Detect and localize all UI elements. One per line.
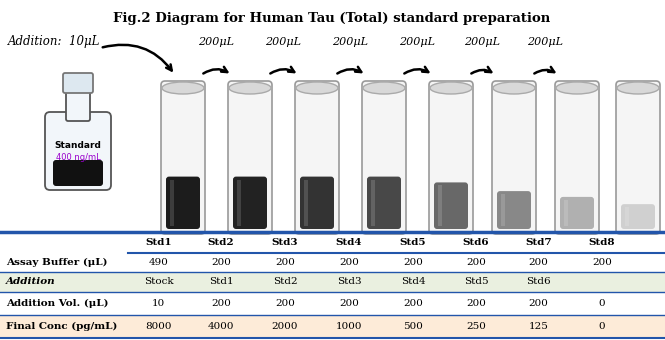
FancyBboxPatch shape — [295, 81, 339, 234]
Text: Std2: Std2 — [207, 238, 234, 247]
Text: 0: 0 — [598, 299, 605, 308]
Text: Addition Vol. (μL): Addition Vol. (μL) — [6, 299, 108, 308]
Ellipse shape — [430, 82, 472, 94]
Text: 200μL: 200μL — [464, 37, 500, 47]
FancyBboxPatch shape — [45, 112, 111, 190]
Text: 200: 200 — [529, 258, 549, 267]
FancyBboxPatch shape — [66, 87, 90, 121]
Text: 500: 500 — [403, 322, 423, 331]
Text: 250: 250 — [466, 322, 486, 331]
Text: Final Conc (pg/mL): Final Conc (pg/mL) — [6, 322, 118, 331]
Text: Addition:  10μL: Addition: 10μL — [8, 35, 100, 49]
FancyBboxPatch shape — [492, 81, 536, 234]
Text: 490: 490 — [148, 258, 168, 267]
Text: 200: 200 — [275, 258, 295, 267]
FancyBboxPatch shape — [616, 81, 660, 234]
Ellipse shape — [296, 82, 338, 94]
Text: 200: 200 — [275, 299, 295, 308]
Text: 10: 10 — [152, 299, 165, 308]
Text: Addition: Addition — [6, 277, 56, 287]
Text: 200: 200 — [529, 299, 549, 308]
Bar — [564, 200, 568, 226]
Bar — [625, 207, 629, 226]
Text: Std4: Std4 — [336, 238, 362, 247]
FancyBboxPatch shape — [434, 182, 468, 229]
Bar — [0, 253, 665, 272]
Text: 200μL: 200μL — [399, 37, 435, 47]
Text: Std1: Std1 — [145, 238, 172, 247]
Ellipse shape — [617, 82, 659, 94]
Bar — [237, 180, 241, 226]
FancyBboxPatch shape — [166, 176, 200, 229]
FancyBboxPatch shape — [63, 73, 93, 93]
Ellipse shape — [493, 82, 535, 94]
Text: 200: 200 — [211, 299, 231, 308]
Ellipse shape — [556, 82, 598, 94]
FancyBboxPatch shape — [367, 176, 401, 229]
FancyBboxPatch shape — [228, 81, 272, 234]
Bar — [501, 194, 505, 226]
FancyBboxPatch shape — [233, 176, 267, 229]
Bar — [0, 232, 665, 253]
Text: Stock: Stock — [144, 277, 174, 287]
Text: 200: 200 — [339, 258, 359, 267]
FancyBboxPatch shape — [300, 176, 334, 229]
Text: Std3: Std3 — [336, 277, 361, 287]
Bar — [170, 180, 174, 226]
Text: Std3: Std3 — [272, 238, 298, 247]
Text: 200μL: 200μL — [265, 37, 301, 47]
Text: Std2: Std2 — [273, 277, 297, 287]
Text: Assay Buffer (μL): Assay Buffer (μL) — [6, 258, 108, 267]
Text: 200: 200 — [339, 299, 359, 308]
Bar — [371, 180, 375, 226]
Text: 200: 200 — [592, 258, 612, 267]
Text: 200: 200 — [466, 299, 486, 308]
Text: Std8: Std8 — [589, 238, 615, 247]
Text: 200μL: 200μL — [527, 37, 563, 47]
Text: 200: 200 — [211, 258, 231, 267]
FancyBboxPatch shape — [362, 81, 406, 234]
Text: 200: 200 — [403, 258, 423, 267]
FancyBboxPatch shape — [555, 81, 599, 234]
Bar — [0, 315, 665, 338]
Text: Std6: Std6 — [463, 238, 489, 247]
Text: Std1: Std1 — [209, 277, 233, 287]
Text: Std6: Std6 — [526, 277, 551, 287]
Text: 200: 200 — [403, 299, 423, 308]
Text: Fig.2 Diagram for Human Tau (Total) standard preparation: Fig.2 Diagram for Human Tau (Total) stan… — [113, 12, 551, 25]
Text: 1000: 1000 — [336, 322, 362, 331]
Ellipse shape — [162, 82, 204, 94]
Ellipse shape — [229, 82, 271, 94]
Text: Std5: Std5 — [464, 277, 488, 287]
FancyBboxPatch shape — [429, 81, 473, 234]
Text: Std5: Std5 — [400, 238, 426, 247]
FancyBboxPatch shape — [53, 160, 103, 186]
Bar — [304, 180, 308, 226]
Text: 0: 0 — [598, 322, 605, 331]
Bar — [0, 272, 665, 292]
Bar — [438, 185, 442, 226]
Text: 200: 200 — [466, 258, 486, 267]
FancyBboxPatch shape — [560, 197, 594, 229]
Text: 8000: 8000 — [145, 322, 172, 331]
FancyBboxPatch shape — [497, 191, 531, 229]
Text: 4000: 4000 — [207, 322, 234, 331]
Text: 125: 125 — [529, 322, 549, 331]
FancyBboxPatch shape — [621, 204, 655, 229]
Text: 200μL: 200μL — [332, 37, 368, 47]
Text: Standard: Standard — [55, 140, 102, 150]
Text: Std7: Std7 — [525, 238, 552, 247]
FancyBboxPatch shape — [161, 81, 205, 234]
Bar — [0, 292, 665, 315]
Text: 2000: 2000 — [272, 322, 298, 331]
Text: Std4: Std4 — [401, 277, 426, 287]
Text: 400 ng/mL: 400 ng/mL — [56, 153, 100, 162]
Ellipse shape — [363, 82, 405, 94]
Text: 200μL: 200μL — [198, 37, 234, 47]
